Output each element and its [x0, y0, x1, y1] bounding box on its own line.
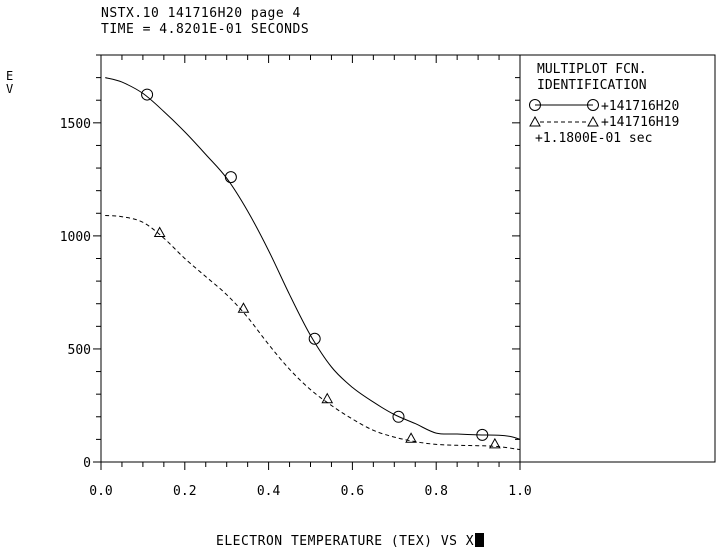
series-marker-triangle: [489, 437, 501, 449]
text-cursor-icon: [475, 533, 485, 547]
series-group: [105, 77, 521, 451]
y-tick-label: 1500: [60, 117, 91, 132]
series-marker-triangle: [321, 392, 334, 404]
legend-marker-circle-left: [529, 99, 541, 111]
series-marker-circle: [476, 428, 489, 441]
x-tick-label: 0.8: [424, 484, 447, 499]
series-marker-triangle: [153, 226, 166, 237]
axis-tick-labels: 0.0 0.2 0.4 0.6 0.8 1.0 0 500 1000 1500: [60, 117, 532, 499]
series-marker-circle: [141, 88, 154, 101]
x-tick-label: 0.4: [257, 484, 281, 499]
y-tick-label: 500: [68, 343, 91, 358]
y-tick-label: 1000: [60, 230, 91, 245]
x-axis-title-text: ELECTRON TEMPERATURE (TEX) VS X: [216, 534, 475, 549]
y-axis-label: E V: [6, 69, 14, 96]
plot-area-border: [100, 54, 521, 463]
series-marker-triangle: [237, 302, 250, 313]
x-tick-label: 0.6: [341, 484, 364, 499]
legend-entry-time: +1.1800E-01 sec: [535, 131, 652, 146]
series-marker-circle: [224, 171, 237, 184]
axis-ticks: [93, 54, 521, 470]
series-marker-circle: [308, 332, 321, 345]
series-marker-circle: [392, 410, 405, 423]
legend-marker-triangle-right: [587, 115, 599, 127]
series-line-1: [105, 77, 521, 440]
legend-entry-h19: +141716H19: [601, 115, 679, 130]
series-line-2: [105, 215, 521, 451]
series-marker-triangle: [405, 432, 417, 443]
plot-header-line-1: NSTX.10 141716H20 page 4: [101, 6, 301, 21]
x-tick-label: 0.0: [89, 484, 112, 499]
y-tick-label: 0: [83, 456, 91, 471]
legend: MULTIPLOT FCN. IDENTIFICATION +141716H20…: [529, 62, 679, 146]
x-tick-label: 1.0: [508, 484, 531, 499]
legend-marker-circle-right: [587, 99, 599, 111]
legend-marker-triangle-left: [529, 115, 541, 127]
x-axis-title: ELECTRON TEMPERATURE (TEX) VS X: [216, 533, 485, 549]
legend-title-1: MULTIPLOT FCN.: [537, 62, 647, 77]
x-tick-label: 0.2: [173, 484, 196, 499]
legend-entry-h20: +141716H20: [601, 99, 679, 114]
legend-title-2: IDENTIFICATION: [537, 78, 647, 93]
plot-header-line-2: TIME = 4.8201E-01 SECONDS: [101, 22, 310, 37]
